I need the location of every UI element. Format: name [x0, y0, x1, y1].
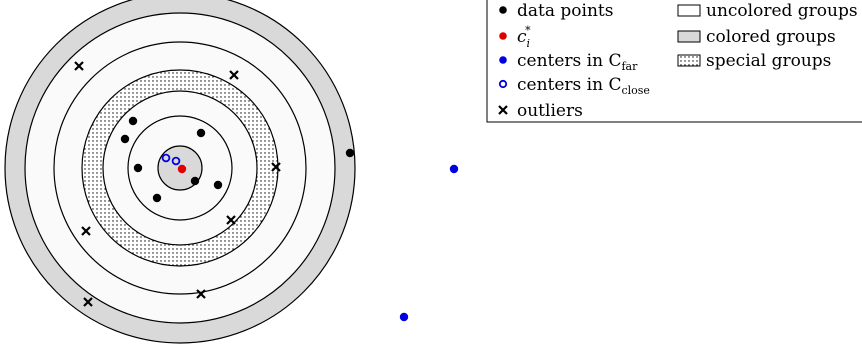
center-far — [449, 164, 459, 174]
data-point — [196, 128, 206, 138]
legend-uncolored-label: uncolored groups — [706, 1, 858, 21]
data-point — [128, 116, 138, 126]
outlier-cross — [226, 215, 236, 225]
legend-outliers-label: outliers — [517, 101, 583, 121]
data-point — [120, 134, 130, 144]
legend-colored-label: colored groups — [706, 27, 836, 47]
outlier-cross — [81, 226, 91, 236]
legend-centers-close-label: centers in Cclose — [517, 75, 650, 97]
data-point — [345, 148, 355, 158]
legend-center-close-marker — [498, 79, 508, 89]
legend-colored-swatch — [677, 30, 701, 43]
center-far — [399, 312, 409, 322]
legend-special-swatch — [677, 54, 701, 67]
data-points — [120, 116, 355, 203]
data-point — [213, 180, 223, 190]
outlier-cross — [229, 70, 239, 80]
legend-center-far-marker — [499, 56, 507, 64]
data-point — [190, 176, 200, 186]
legend-data-points-label: data points — [517, 1, 613, 21]
legend-special-label: special groups — [706, 51, 831, 71]
legend: data points ci* centers in Cfar centers … — [486, 0, 862, 123]
centers-far — [399, 164, 459, 322]
data-point — [133, 163, 143, 173]
legend-outlier-marker — [498, 105, 508, 115]
outlier-cross — [74, 61, 84, 71]
legend-box — [486, 0, 862, 123]
center-close — [171, 156, 181, 166]
outlier-cross — [271, 162, 281, 172]
outlier-cross — [83, 297, 93, 307]
centers-close — [161, 153, 181, 166]
data-point — [152, 193, 162, 203]
outliers — [74, 61, 281, 307]
c-star-point — [177, 164, 187, 174]
legend-c-star-label: ci* — [517, 24, 531, 50]
center-close — [161, 153, 171, 163]
legend-uncolored-swatch — [677, 4, 701, 17]
legend-data-point-marker — [499, 6, 507, 14]
legend-centers-far-label: centers in Cfar — [517, 51, 638, 73]
outlier-cross — [196, 289, 206, 299]
legend-c-star-marker — [499, 32, 507, 40]
